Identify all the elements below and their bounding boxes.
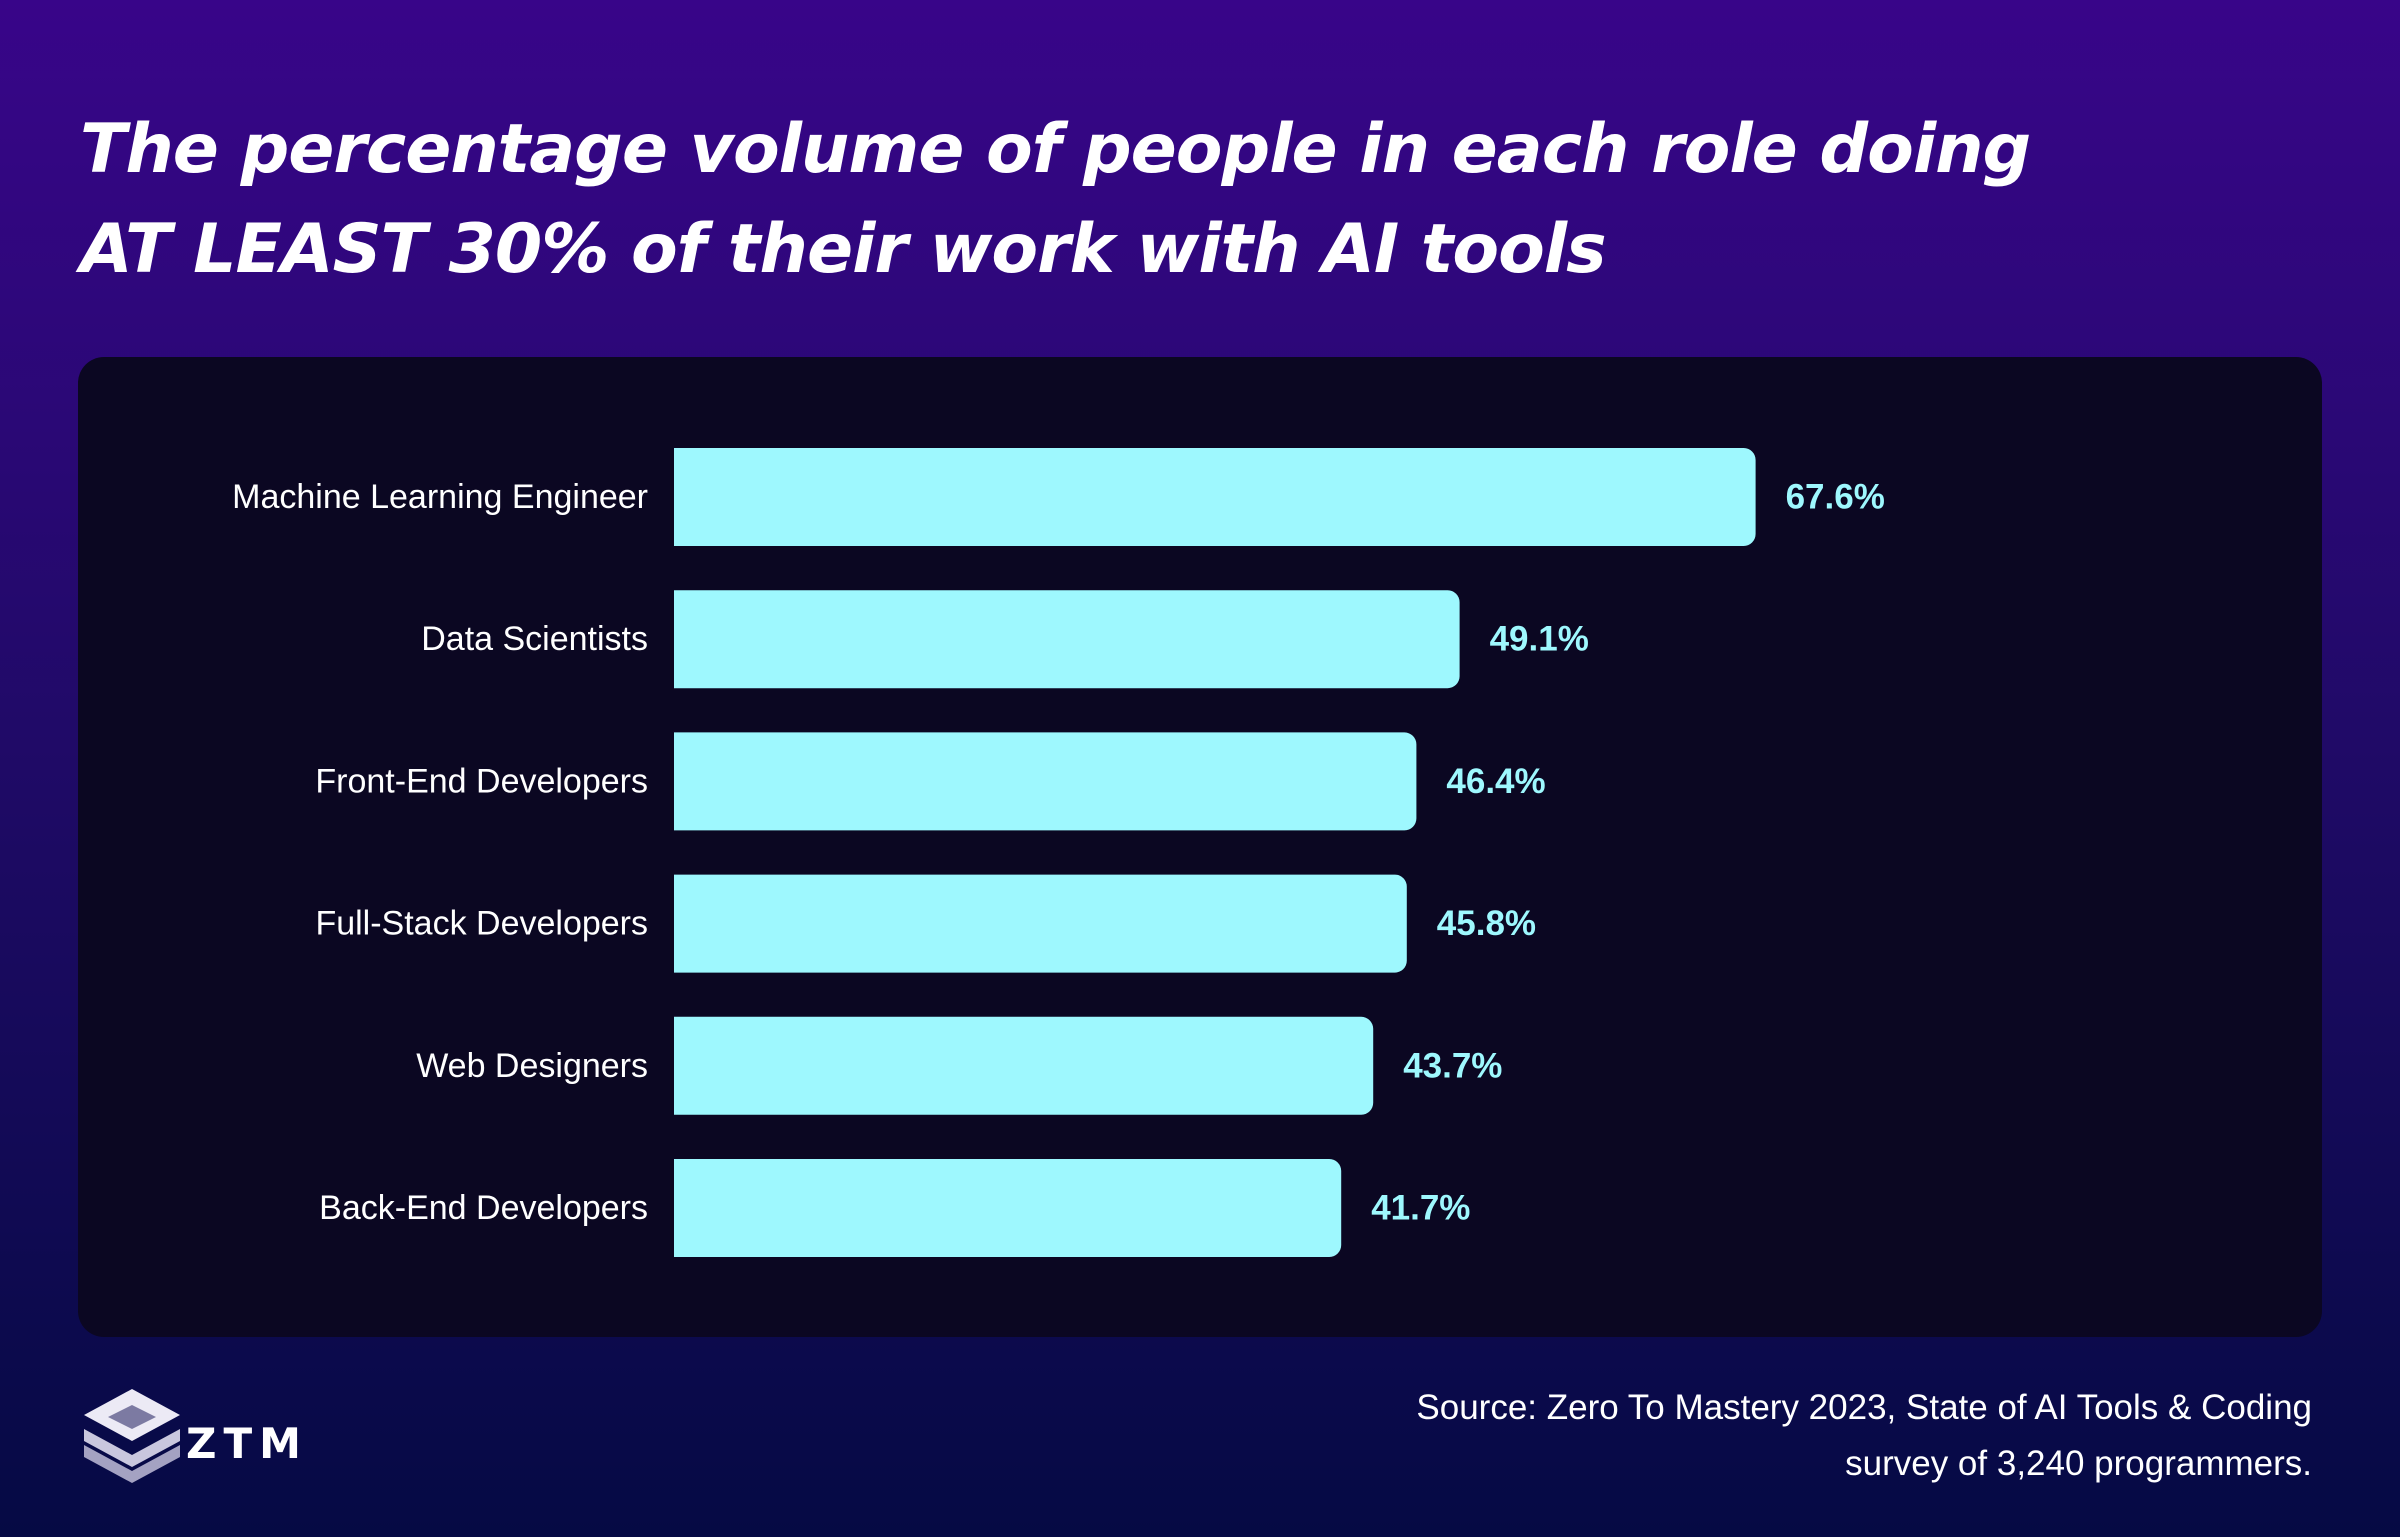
value-label: 41.7% (1371, 1189, 1470, 1228)
bar (674, 1016, 1374, 1115)
category-label: Front-End Developers (315, 762, 648, 800)
value-label: 45.8% (1437, 904, 1536, 943)
source-note: Source: Zero To Mastery 2023, State of A… (1112, 1380, 2312, 1492)
bar (674, 874, 1407, 973)
value-label: 67.6% (1786, 478, 1885, 517)
ztm-logo-text: ZTM (186, 1419, 300, 1468)
category-label: Machine Learning Engineer (232, 478, 648, 516)
bar (674, 590, 1460, 689)
category-label: Data Scientists (421, 620, 648, 658)
value-label: 43.7% (1403, 1046, 1502, 1085)
source-line-2: survey of 3,240 programmers. (1845, 1444, 2312, 1483)
value-label: 46.4% (1446, 762, 1545, 801)
category-label: Full-Stack Developers (315, 905, 648, 943)
ztm-logo: ZTM (84, 1389, 300, 1483)
bar-chart: Machine Learning Engineer 67.6% Data Scien… (232, 448, 1885, 1257)
value-label: 49.1% (1490, 620, 1589, 659)
category-label: Back-End Developers (319, 1189, 648, 1227)
chart-title-line-2: AT LEAST 30% of their work with AI tools (80, 210, 1607, 289)
bar (674, 732, 1417, 831)
chart-title: The percentage volume of people in each … (80, 100, 2180, 300)
ztm-logo-icon (84, 1389, 180, 1483)
chart-title-line-1: The percentage volume of people in each … (80, 110, 2031, 189)
bar (674, 1159, 1342, 1257)
bar (674, 448, 1756, 546)
chart-panel: Machine Learning Engineer 67.6% Data Scien… (78, 357, 2322, 1337)
category-label: Web Designers (416, 1047, 648, 1085)
source-line-1: Source: Zero To Mastery 2023, State of A… (1416, 1388, 2312, 1427)
